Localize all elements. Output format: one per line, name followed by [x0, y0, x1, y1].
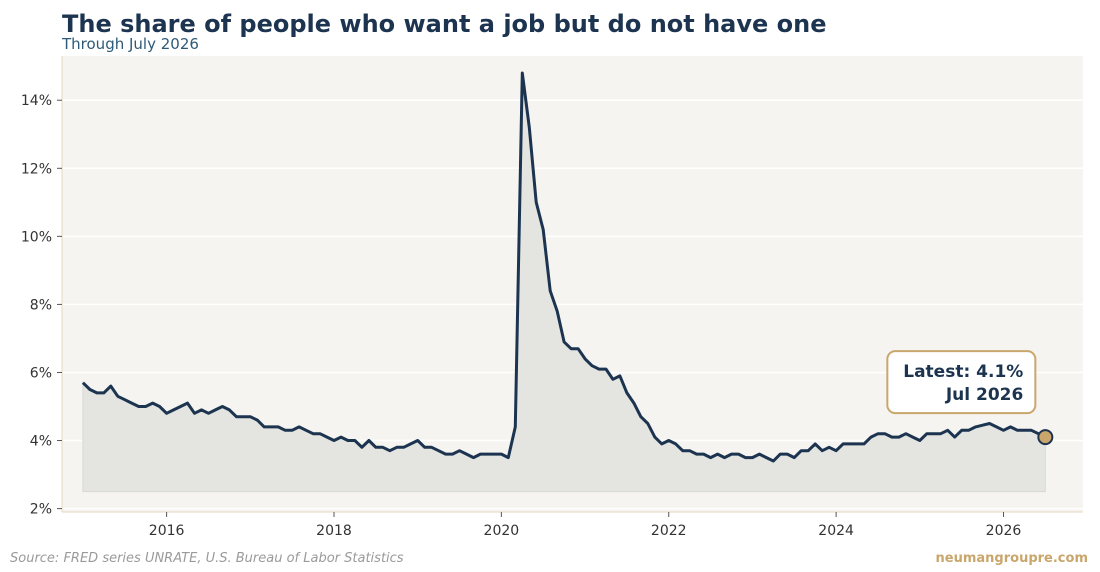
source-note: Source: FRED series UNRATE, U.S. Bureau … — [10, 551, 404, 566]
x-tick-label: 2016 — [149, 523, 185, 539]
latest-point-marker — [1037, 429, 1054, 446]
annotation-line-2: Jul 2026 — [945, 385, 1024, 405]
x-tick-label: 2020 — [484, 523, 520, 539]
chart-subtitle: Through July 2026 — [62, 35, 199, 53]
chart-title: The share of people who want a job but d… — [62, 10, 827, 38]
axis-lines — [61, 56, 1083, 513]
x-tick-label: 2022 — [651, 523, 687, 539]
annotation-box — [886, 350, 1037, 415]
latest-annotation: Latest: 4.1% Jul 2026 — [886, 350, 1037, 415]
x-tick-label: 2026 — [986, 523, 1022, 539]
y-tick-label: 6% — [30, 365, 52, 381]
series-line — [81, 71, 1046, 463]
x-axis-ticks: 2016 2018 2020 2022 2024 2026 — [149, 512, 1022, 539]
y-tick-label: 10% — [21, 229, 52, 245]
y-axis-ticks: 2% 4% 6% 8% 10% 12% 14% — [21, 93, 62, 518]
y-tick-label: 12% — [21, 161, 52, 177]
annotation-line-1: Latest: 4.1% — [903, 362, 1023, 382]
brand-link[interactable]: neumangroupre.com — [935, 551, 1088, 566]
y-tick-label: 8% — [30, 297, 52, 313]
x-tick-label: 2018 — [316, 523, 352, 539]
y-tick-label: 2% — [30, 502, 52, 518]
x-tick-label: 2024 — [818, 523, 854, 539]
y-tick-label: 4% — [30, 434, 52, 450]
y-tick-label: 14% — [21, 93, 52, 109]
